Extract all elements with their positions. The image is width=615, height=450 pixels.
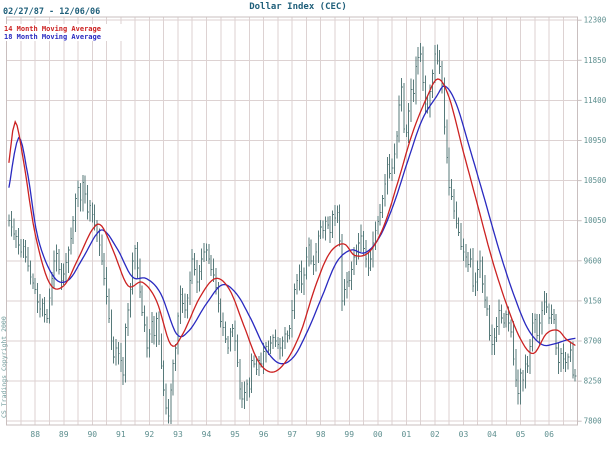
- moving-average-lines: [8, 78, 576, 373]
- y-axis-labels: 12300 11850 11400 10950 10500 10050 9600 9150 87…: [577, 16, 607, 426]
- y-axis-tick-label: 10050: [584, 216, 607, 225]
- 18-month-ma-line: [8, 85, 576, 365]
- legend-item-14ma: 14 Month Moving Average: [4, 25, 101, 33]
- y-axis-tick-label: 11850: [584, 56, 607, 65]
- x-axis-year-label: 93: [173, 430, 183, 439]
- x-axis-year-label: 00: [373, 430, 383, 439]
- x-axis-year-label: 94: [202, 430, 212, 439]
- x-axis-year-label: 03: [459, 430, 469, 439]
- grid-lines: [6, 17, 579, 425]
- legend-item-18ma: 18 Month Moving Average: [4, 33, 101, 41]
- y-axis-tick-label: 9600: [584, 256, 603, 265]
- x-axis-year-label: 88: [30, 430, 40, 439]
- y-axis-tick-label: 12300: [584, 16, 607, 25]
- x-axis-year-label: 06: [544, 430, 554, 439]
- y-axis-tick-label: 8250: [584, 377, 603, 386]
- price-bar-close-ticks: [9, 53, 577, 417]
- legend-background: [2, 24, 122, 41]
- x-axis-year-label: 99: [344, 430, 354, 439]
- y-axis-tick-label: 10500: [584, 176, 607, 185]
- legend: 14 Month Moving Average 18 Month Moving …: [2, 24, 122, 41]
- y-axis-tick-label: 10950: [584, 136, 607, 145]
- x-axis-year-label: 98: [316, 430, 326, 439]
- x-axis-year-label: 90: [87, 430, 97, 439]
- x-axis-year-label: 95: [230, 430, 240, 439]
- x-axis-year-label: 01: [402, 430, 412, 439]
- x-axis-labels: 88 89 90 91 92 93 94 95 96 97 98 99 00 01 02 03 04 05 06: [30, 430, 554, 439]
- chart-title: Dollar Index (CEC): [249, 2, 347, 12]
- x-axis-year-label: 92: [145, 430, 155, 439]
- x-axis-year-label: 96: [259, 430, 269, 439]
- copyright-watermark: CS Tradings Copyright 2000: [0, 316, 8, 418]
- date-range-label: 02/27/87 - 12/06/06: [3, 7, 100, 17]
- y-axis-tick-label: 9150: [584, 296, 603, 305]
- y-axis-tick-label: 7800: [584, 417, 603, 426]
- x-axis-year-label: 05: [516, 430, 526, 439]
- y-axis-tick-label: 11400: [584, 96, 607, 105]
- x-axis-year-label: 02: [430, 430, 440, 439]
- x-axis-year-label: 04: [487, 430, 497, 439]
- 14-month-ma-line: [8, 78, 576, 373]
- x-axis-year-label: 89: [59, 430, 69, 439]
- price-bars: [8, 42, 577, 424]
- x-axis-year-label: 97: [287, 430, 297, 439]
- y-axis-tick-label: 8700: [584, 337, 603, 346]
- x-axis-year-label: 91: [116, 430, 126, 439]
